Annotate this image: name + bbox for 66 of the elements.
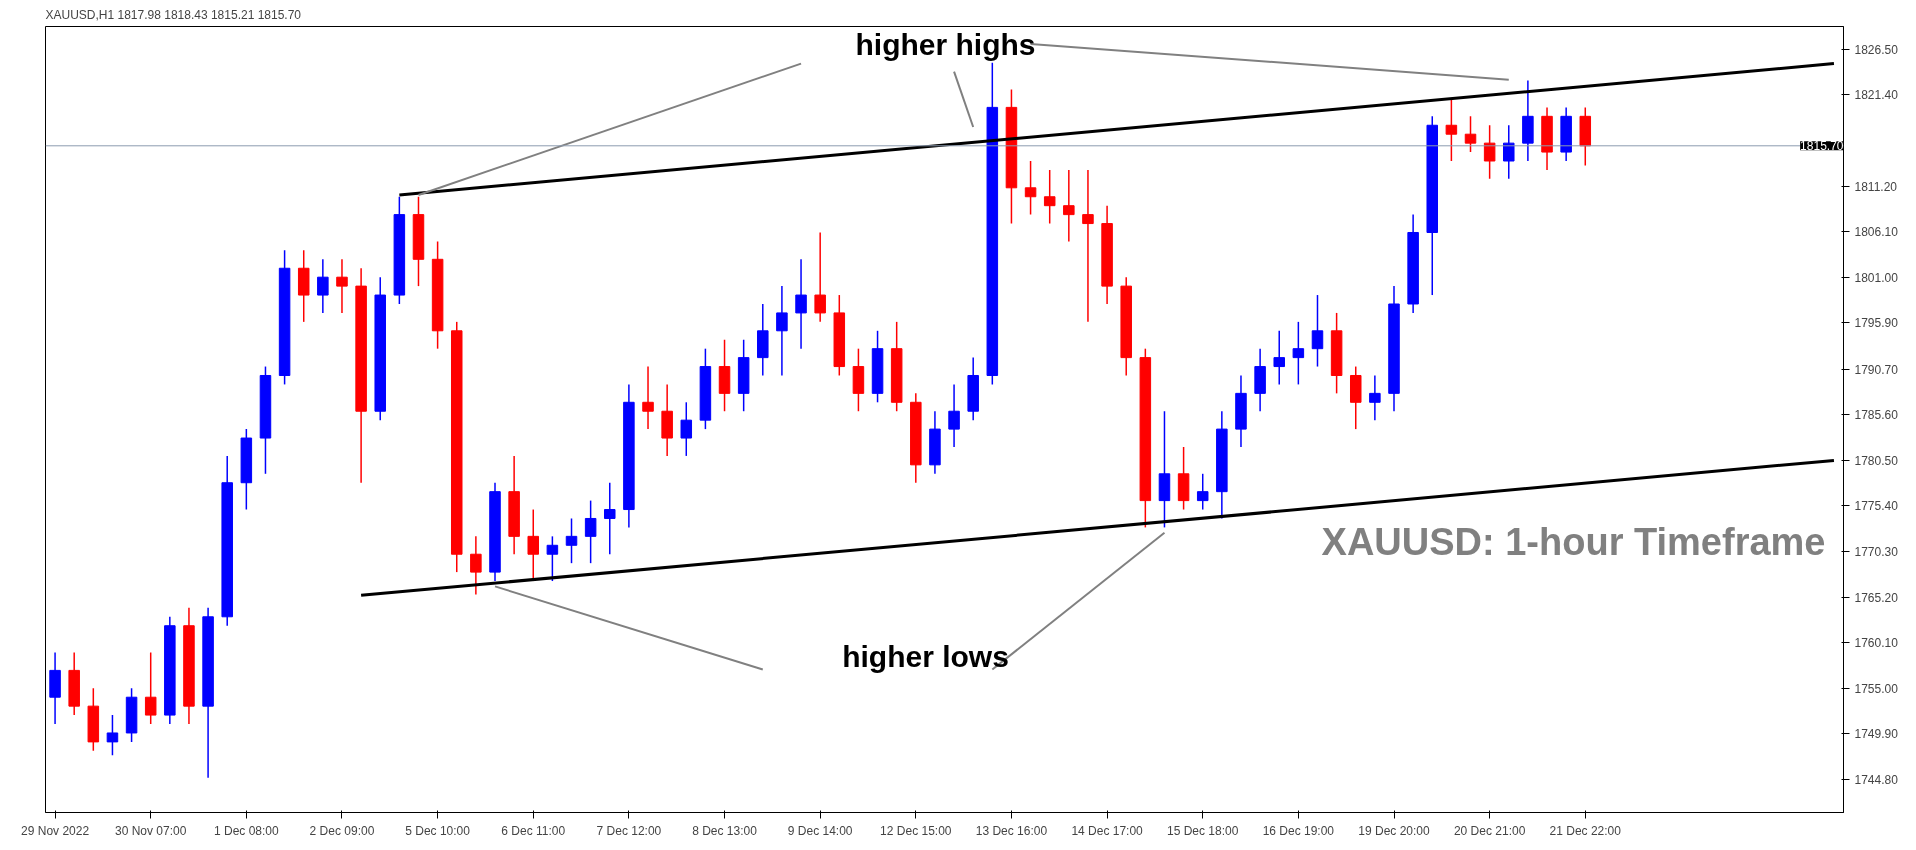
annotation: higher highs (855, 28, 1036, 61)
candlestick (814, 231, 826, 323)
y-tick-label: 1821.40 (1854, 88, 1899, 103)
x-tick-label: 12 Dec 15:00 (880, 823, 952, 838)
x-tick-label: 7 Dec 12:00 (596, 823, 662, 838)
x-tick-label: 5 Dec 10:00 (405, 823, 471, 838)
candlestick (1082, 169, 1094, 323)
annotation: higher lows (842, 640, 1009, 673)
candlestick (1483, 124, 1496, 180)
candlestick (776, 285, 788, 377)
candlestick (144, 651, 157, 725)
x-tick-label: 30 Nov 07:00 (115, 823, 187, 838)
candlestick (1445, 97, 1458, 162)
candlestick (1311, 294, 1324, 368)
x-tick-label: 29 Nov 2022 (21, 823, 90, 838)
x-tick-label: 6 Dec 11:00 (501, 823, 566, 838)
candlestick (1369, 374, 1381, 421)
candlestick (1464, 115, 1477, 153)
x-tick-label: 21 Dec 22:00 (1549, 823, 1622, 838)
candlestick (1024, 160, 1037, 216)
y-tick-label: 1801.00 (1854, 270, 1899, 285)
y-tick-label: 1744.80 (1854, 772, 1899, 787)
candlestick (565, 517, 578, 564)
x-tick-label: 8 Dec 13:00 (692, 823, 758, 838)
candlestick (1273, 330, 1285, 386)
y-tick-label: 1826.50 (1854, 42, 1899, 57)
x-tick-label: 20 Dec 21:00 (1453, 823, 1526, 838)
candlestick (470, 535, 482, 596)
x-tick-label: 16 Dec 19:00 (1262, 823, 1335, 838)
y-tick-label: 1755.00 (1854, 681, 1899, 696)
candlestick (680, 401, 693, 457)
candlestick (604, 481, 616, 555)
y-tick-label: 1775.40 (1854, 499, 1899, 514)
y-tick-label: 1749.90 (1854, 727, 1899, 742)
candlestick (546, 535, 559, 582)
y-tick-label: 1790.70 (1854, 362, 1899, 377)
candlestick (1043, 169, 1056, 225)
candlestick (584, 499, 597, 564)
y-tick-label: 1795.90 (1854, 316, 1899, 331)
candlestick (642, 365, 654, 430)
y-tick-label: 1806.10 (1854, 225, 1899, 240)
x-tick-label: 9 Dec 14:00 (787, 823, 853, 838)
x-tick-label: 15 Dec 18:00 (1167, 823, 1239, 838)
ref-line-label: 1815.70 (1800, 139, 1844, 154)
x-tick-label: 1 Dec 08:00 (213, 823, 280, 838)
candlestick (1503, 124, 1515, 180)
y-tick-label: 1765.20 (1854, 590, 1899, 605)
candlestick (948, 383, 960, 448)
candlestick (317, 258, 329, 314)
x-tick-label: 2 Dec 09:00 (309, 823, 375, 838)
candlestick (106, 714, 119, 757)
x-tick-label: 19 Dec 20:00 (1358, 823, 1431, 838)
x-tick-label: 14 Dec 17:00 (1071, 823, 1144, 838)
annotation: XAUUSD: 1-hour Timeframe (1321, 520, 1826, 563)
chart-title: XAUUSD,H1 1817.98 1818.43 1815.21 1815.70 (45, 7, 302, 22)
candlestick (1063, 169, 1075, 243)
x-tick-label: 13 Dec 16:00 (975, 823, 1048, 838)
y-tick-label: 1785.60 (1854, 408, 1899, 423)
y-tick-label: 1760.10 (1854, 636, 1899, 651)
candlestick (1196, 473, 1209, 511)
candlestick (1292, 321, 1305, 386)
y-tick-label: 1770.30 (1854, 545, 1899, 560)
candlestick (795, 258, 807, 350)
y-tick-label: 1811.20 (1854, 179, 1898, 194)
candlestick (336, 258, 348, 314)
y-tick-label: 1780.50 (1854, 453, 1899, 468)
